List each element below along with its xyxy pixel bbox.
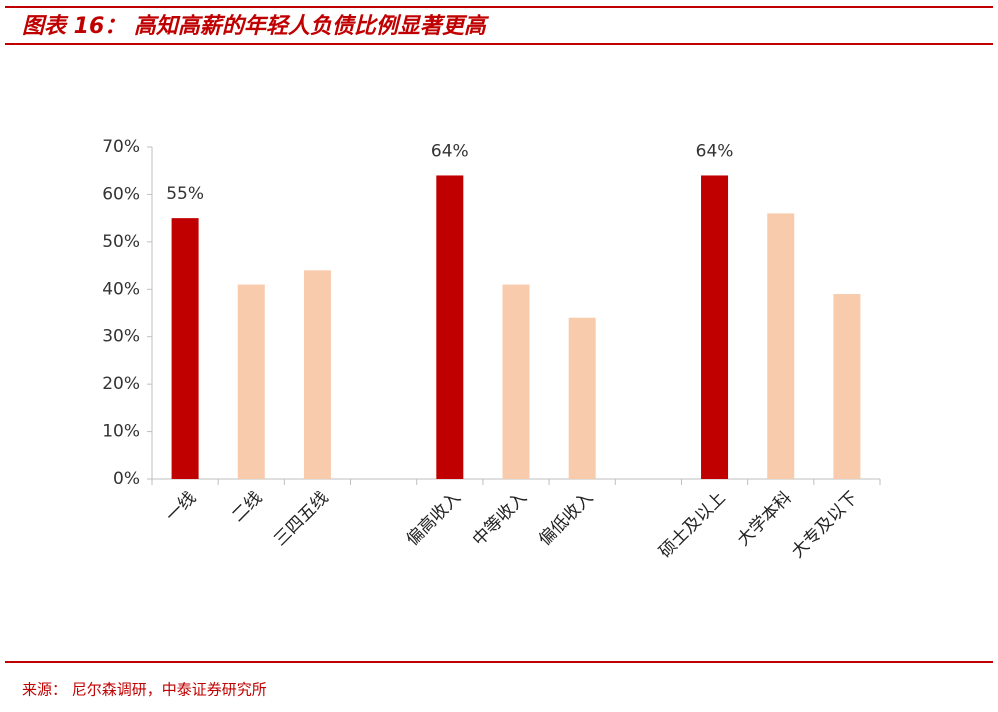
x-tick-label: 三四五线 bbox=[270, 488, 332, 550]
data-label: 64% bbox=[431, 141, 469, 161]
bar bbox=[436, 175, 464, 479]
data-label: 55% bbox=[166, 184, 204, 204]
x-tick-label: 偏高收入 bbox=[403, 488, 465, 550]
x-tick-label: 大专及以下 bbox=[788, 488, 862, 562]
x-tick-label: 偏低收入 bbox=[535, 488, 597, 550]
y-tick-label: 60% bbox=[102, 184, 140, 204]
x-tick-label: 中等收入 bbox=[469, 488, 531, 550]
y-tick-label: 40% bbox=[102, 279, 140, 299]
x-tick-label: 一线 bbox=[162, 488, 200, 526]
bar bbox=[502, 284, 530, 479]
data-label: 64% bbox=[696, 141, 734, 161]
y-tick-label: 70% bbox=[102, 137, 140, 157]
y-tick-label: 50% bbox=[102, 232, 140, 252]
bar bbox=[237, 284, 265, 479]
y-tick-label: 20% bbox=[102, 374, 140, 394]
x-tick-label: 硕士及以上 bbox=[655, 488, 729, 562]
y-tick-label: 30% bbox=[102, 327, 140, 347]
bar bbox=[701, 175, 729, 479]
bar bbox=[568, 317, 596, 479]
x-tick-label: 二线 bbox=[228, 488, 266, 526]
bar bbox=[767, 213, 795, 479]
x-tick-label: 大学本科 bbox=[734, 488, 796, 550]
y-tick-label: 0% bbox=[113, 469, 140, 489]
bar bbox=[171, 218, 199, 479]
bar bbox=[303, 270, 331, 479]
y-tick-label: 10% bbox=[102, 422, 140, 442]
chart-title: 图表 16： 高知高薪的年轻人负债比例显著更高 bbox=[22, 13, 490, 39]
bar bbox=[833, 294, 861, 479]
source: 来源： 尼尔森调研，中泰证券研究所 bbox=[22, 681, 267, 699]
